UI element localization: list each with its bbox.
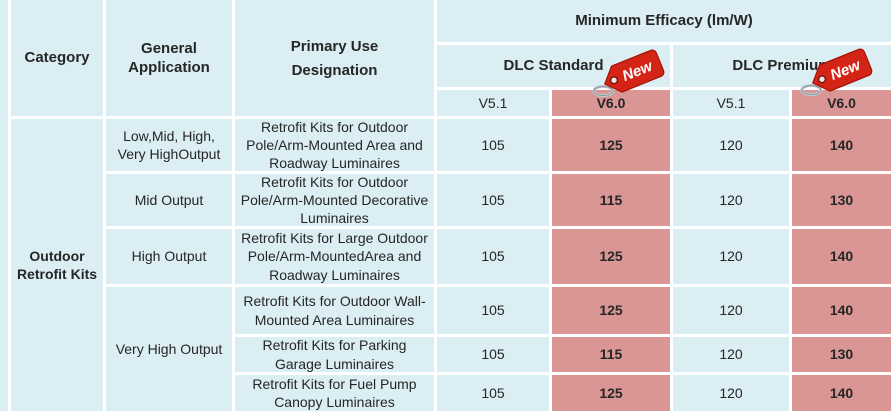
value-cell-standard-v60: 125 (552, 375, 670, 411)
value-cell-premium-v51: 120 (673, 337, 789, 372)
primary-use-cell: Retrofit Kits for Large Outdoor Pole/Arm… (235, 229, 434, 284)
header-primary-use-line2: Designation (291, 61, 378, 79)
value-cell-premium-v51: 120 (673, 119, 789, 171)
value-cell-standard-v51: 105 (437, 287, 549, 334)
header-premium-v60: V6.0 (792, 90, 891, 116)
value-cell-premium-v60: 140 (792, 229, 891, 284)
value-cell-standard-v60: 115 (552, 174, 670, 226)
value-cell-premium-v60: 140 (792, 119, 891, 171)
value-cell-premium-v60: 130 (792, 174, 891, 226)
general-application-cell-merged: Very High Output (106, 287, 232, 411)
left-sliver-column (0, 0, 8, 411)
value-cell-standard-v60: 125 (552, 229, 670, 284)
value-cell-standard-v51: 105 (437, 375, 549, 411)
value-cell-premium-v51: 120 (673, 287, 789, 334)
value-cell-premium-v60: 130 (792, 337, 891, 372)
value-cell-standard-v51: 105 (437, 174, 549, 226)
value-cell-standard-v60: 125 (552, 119, 670, 171)
general-application-cell: Low,Mid, High, Very HighOutput (106, 119, 232, 171)
category-cell: Outdoor Retrofit Kits (11, 119, 103, 411)
header-standard-v60: V6.0 (552, 90, 670, 116)
value-cell-standard-v60: 115 (552, 337, 670, 372)
header-min-efficacy: Minimum Efficacy (lm/W) (437, 0, 891, 42)
header-dlc-standard: DLC Standard (437, 45, 670, 87)
header-category: Category (11, 0, 103, 116)
header-premium-v51: V5.1 (673, 90, 789, 116)
header-primary-use: Primary Use Designation (235, 0, 434, 116)
value-cell-standard-v51: 105 (437, 229, 549, 284)
primary-use-cell: Retrofit Kits for Outdoor Pole/Arm-Mount… (235, 119, 434, 171)
primary-use-cell: Retrofit Kits for Parking Garage Luminai… (235, 337, 434, 372)
header-dlc-premium: DLC Premium (673, 45, 891, 87)
value-cell-premium-v51: 120 (673, 375, 789, 411)
value-cell-premium-v60: 140 (792, 287, 891, 334)
header-primary-use-line1: Primary Use (290, 37, 379, 55)
value-cell-premium-v60: 140 (792, 375, 891, 411)
general-application-cell: High Output (106, 229, 232, 284)
primary-use-cell: Retrofit Kits for Outdoor Wall-Mounted A… (235, 287, 434, 334)
value-cell-standard-v51: 105 (437, 337, 549, 372)
primary-use-cell: Retrofit Kits for Fuel Pump Canopy Lumin… (235, 375, 434, 411)
value-cell-standard-v60: 125 (552, 287, 670, 334)
header-standard-v51: V5.1 (437, 90, 549, 116)
value-cell-standard-v51: 105 (437, 119, 549, 171)
header-general-application: General Application (106, 0, 232, 116)
primary-use-cell: Retrofit Kits for Outdoor Pole/Arm-Mount… (235, 174, 434, 226)
general-application-cell: Mid Output (106, 174, 232, 226)
value-cell-premium-v51: 120 (673, 229, 789, 284)
value-cell-premium-v51: 120 (673, 174, 789, 226)
